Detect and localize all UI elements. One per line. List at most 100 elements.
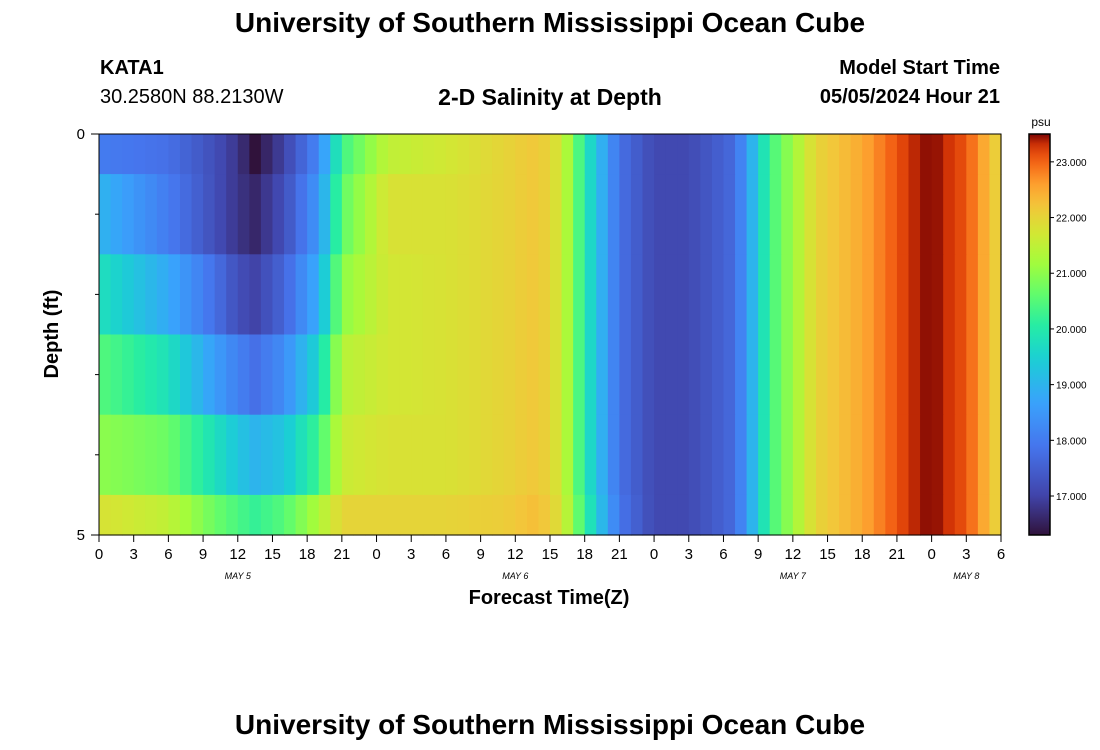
heatmap-cell — [815, 134, 829, 175]
heatmap-cell — [376, 134, 389, 175]
heatmap-cell — [480, 174, 493, 255]
heatmap-cell — [815, 494, 829, 536]
heatmap-cell — [688, 134, 701, 175]
heatmap-cell — [966, 494, 979, 536]
heatmap-cell — [249, 254, 262, 336]
heatmap-cell — [827, 134, 840, 175]
heatmap-cell — [688, 414, 701, 496]
x-tick-label: 9 — [754, 546, 762, 563]
heatmap-cell — [272, 174, 285, 255]
heatmap-cell — [954, 414, 967, 496]
heatmap-cell — [214, 134, 227, 175]
heatmap-cell — [399, 134, 412, 175]
heatmap-cell — [307, 414, 320, 496]
heatmap-cell — [642, 254, 655, 336]
heatmap-cell — [977, 494, 991, 536]
heatmap-cell — [469, 174, 482, 255]
heatmap-cell — [873, 174, 886, 255]
heatmap-cell — [237, 174, 250, 255]
heatmap-cell — [203, 254, 216, 336]
heatmap-cell — [896, 414, 910, 496]
heatmap-cell — [700, 174, 713, 255]
heatmap-cell — [804, 254, 817, 336]
heatmap-cell — [191, 174, 204, 255]
heatmap-cell — [896, 334, 910, 416]
heatmap-cell — [145, 134, 158, 175]
heatmap-cell — [179, 174, 193, 255]
heatmap-cell — [815, 174, 829, 255]
heatmap-cell — [769, 494, 782, 536]
heatmap-cell — [769, 174, 782, 255]
heatmap-cell — [619, 414, 632, 496]
heatmap-cell — [515, 254, 528, 336]
heatmap-cell — [191, 414, 204, 496]
heatmap-cell — [260, 334, 274, 416]
heatmap-cell — [908, 254, 921, 336]
heatmap-cell — [422, 134, 435, 175]
heatmap-cell — [388, 334, 401, 416]
heatmap-cell — [226, 494, 239, 536]
heatmap-cell — [630, 334, 644, 416]
heatmap-cell — [665, 174, 678, 255]
heatmap-cell — [376, 494, 389, 536]
x-tick-label: 9 — [476, 546, 484, 563]
heatmap-cell — [110, 414, 123, 496]
heatmap-cell — [630, 414, 644, 496]
heatmap-cell — [966, 134, 979, 175]
heatmap-cell — [966, 174, 979, 255]
heatmap-cell — [688, 174, 701, 255]
heatmap-cell — [619, 494, 632, 536]
heatmap-cell — [561, 494, 574, 536]
x-tick-label: 21 — [334, 546, 351, 563]
heatmap-cell — [434, 414, 447, 496]
heatmap-cell — [931, 494, 944, 536]
heatmap-cell — [295, 134, 308, 175]
heatmap-cell — [260, 414, 274, 496]
heatmap-cell — [688, 494, 701, 536]
heatmap-cell — [711, 174, 725, 255]
heatmap-cell — [885, 494, 898, 536]
heatmap-cell — [815, 254, 829, 336]
heatmap-cell — [989, 494, 1002, 536]
heatmap-cell — [503, 414, 516, 496]
heatmap-cell — [677, 134, 690, 175]
heatmap-cell — [214, 414, 227, 496]
y-axis-label: Depth (ft) — [41, 290, 63, 379]
heatmap-cell — [977, 334, 991, 416]
heatmap-cell — [758, 334, 771, 416]
heatmap-cell — [526, 174, 540, 255]
heatmap-cell — [607, 334, 620, 416]
heatmap-cell — [411, 134, 424, 175]
heatmap-cell — [457, 134, 470, 175]
heatmap-cell — [781, 494, 794, 536]
heatmap-cell — [550, 174, 563, 255]
heatmap-cell — [133, 494, 146, 536]
heatmap-cell — [561, 254, 574, 336]
heatmap-cell — [873, 134, 886, 175]
heatmap-cell — [873, 334, 886, 416]
heatmap-cell — [399, 414, 412, 496]
heatmap-cell — [677, 334, 690, 416]
heatmap-cell — [353, 334, 366, 416]
heatmap-cell — [700, 134, 713, 175]
heatmap-cell — [156, 494, 169, 536]
heatmap-cell — [700, 254, 713, 336]
heatmap-cell — [665, 134, 678, 175]
heatmap-cell — [781, 254, 794, 336]
heatmap-cell — [284, 334, 297, 416]
heatmap-cell — [758, 494, 771, 536]
heatmap-cell — [353, 174, 366, 255]
heatmap-cell — [642, 334, 655, 416]
heatmap-cell — [989, 134, 1002, 175]
heatmap-cell — [295, 334, 308, 416]
heatmap-cell — [642, 494, 655, 536]
heatmap-cell — [364, 494, 378, 536]
heatmap-cell — [434, 174, 447, 255]
heatmap-cell — [411, 254, 424, 336]
heatmap-cell — [179, 334, 193, 416]
day-label: MAY 7 — [780, 571, 807, 581]
x-tick-label: 3 — [685, 546, 693, 563]
heatmap-cell — [931, 174, 944, 255]
heatmap-cell — [307, 134, 320, 175]
heatmap-cell — [630, 254, 644, 336]
